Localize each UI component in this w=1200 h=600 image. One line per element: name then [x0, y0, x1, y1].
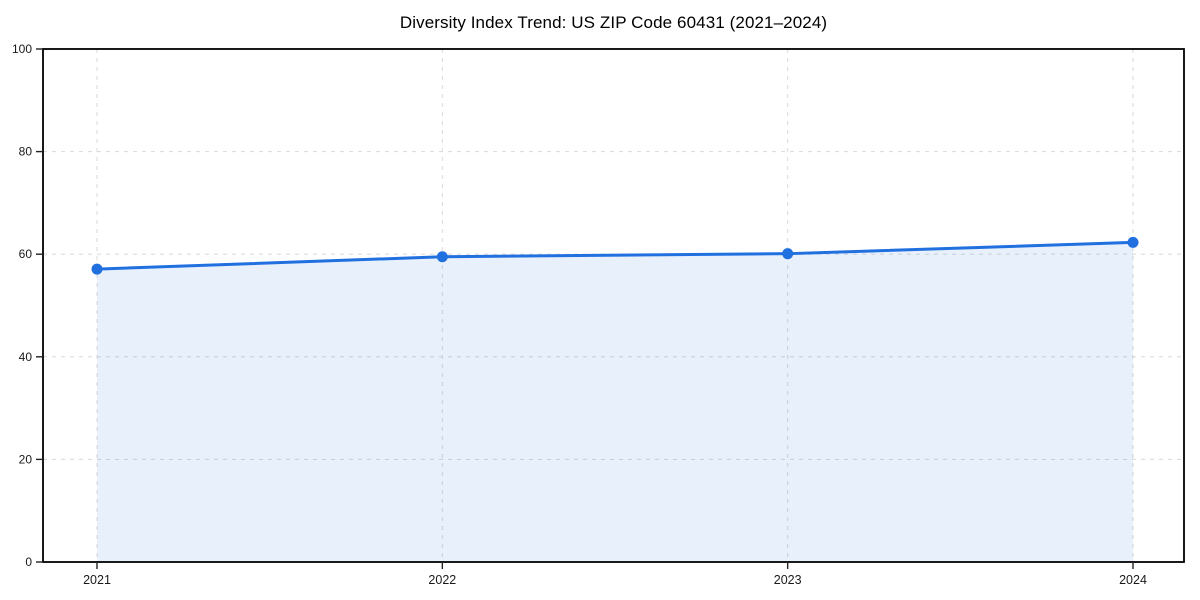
- y-tick-label: 20: [19, 452, 33, 466]
- data-point: [91, 263, 103, 275]
- y-tick-label: 100: [12, 42, 32, 56]
- data-point: [1127, 236, 1139, 248]
- trend-line: [95, 240, 1135, 271]
- area-fill: [97, 242, 1133, 562]
- y-tick-label: 60: [19, 247, 33, 261]
- x-tick-label: 2024: [1119, 573, 1147, 587]
- x-tick-label: 2021: [83, 573, 111, 587]
- x-tick-label: 2023: [774, 573, 802, 587]
- y-tick-label: 80: [19, 145, 33, 159]
- y-tick-label: 40: [19, 350, 33, 364]
- data-point: [436, 251, 448, 263]
- data-point: [782, 248, 794, 260]
- plot-area: [43, 49, 1184, 562]
- x-tick-label: 2022: [428, 573, 456, 587]
- chart-title: Diversity Index Trend: US ZIP Code 60431…: [399, 13, 828, 32]
- y-tick-label: 0: [25, 555, 32, 569]
- plot-border: [42, 48, 1185, 563]
